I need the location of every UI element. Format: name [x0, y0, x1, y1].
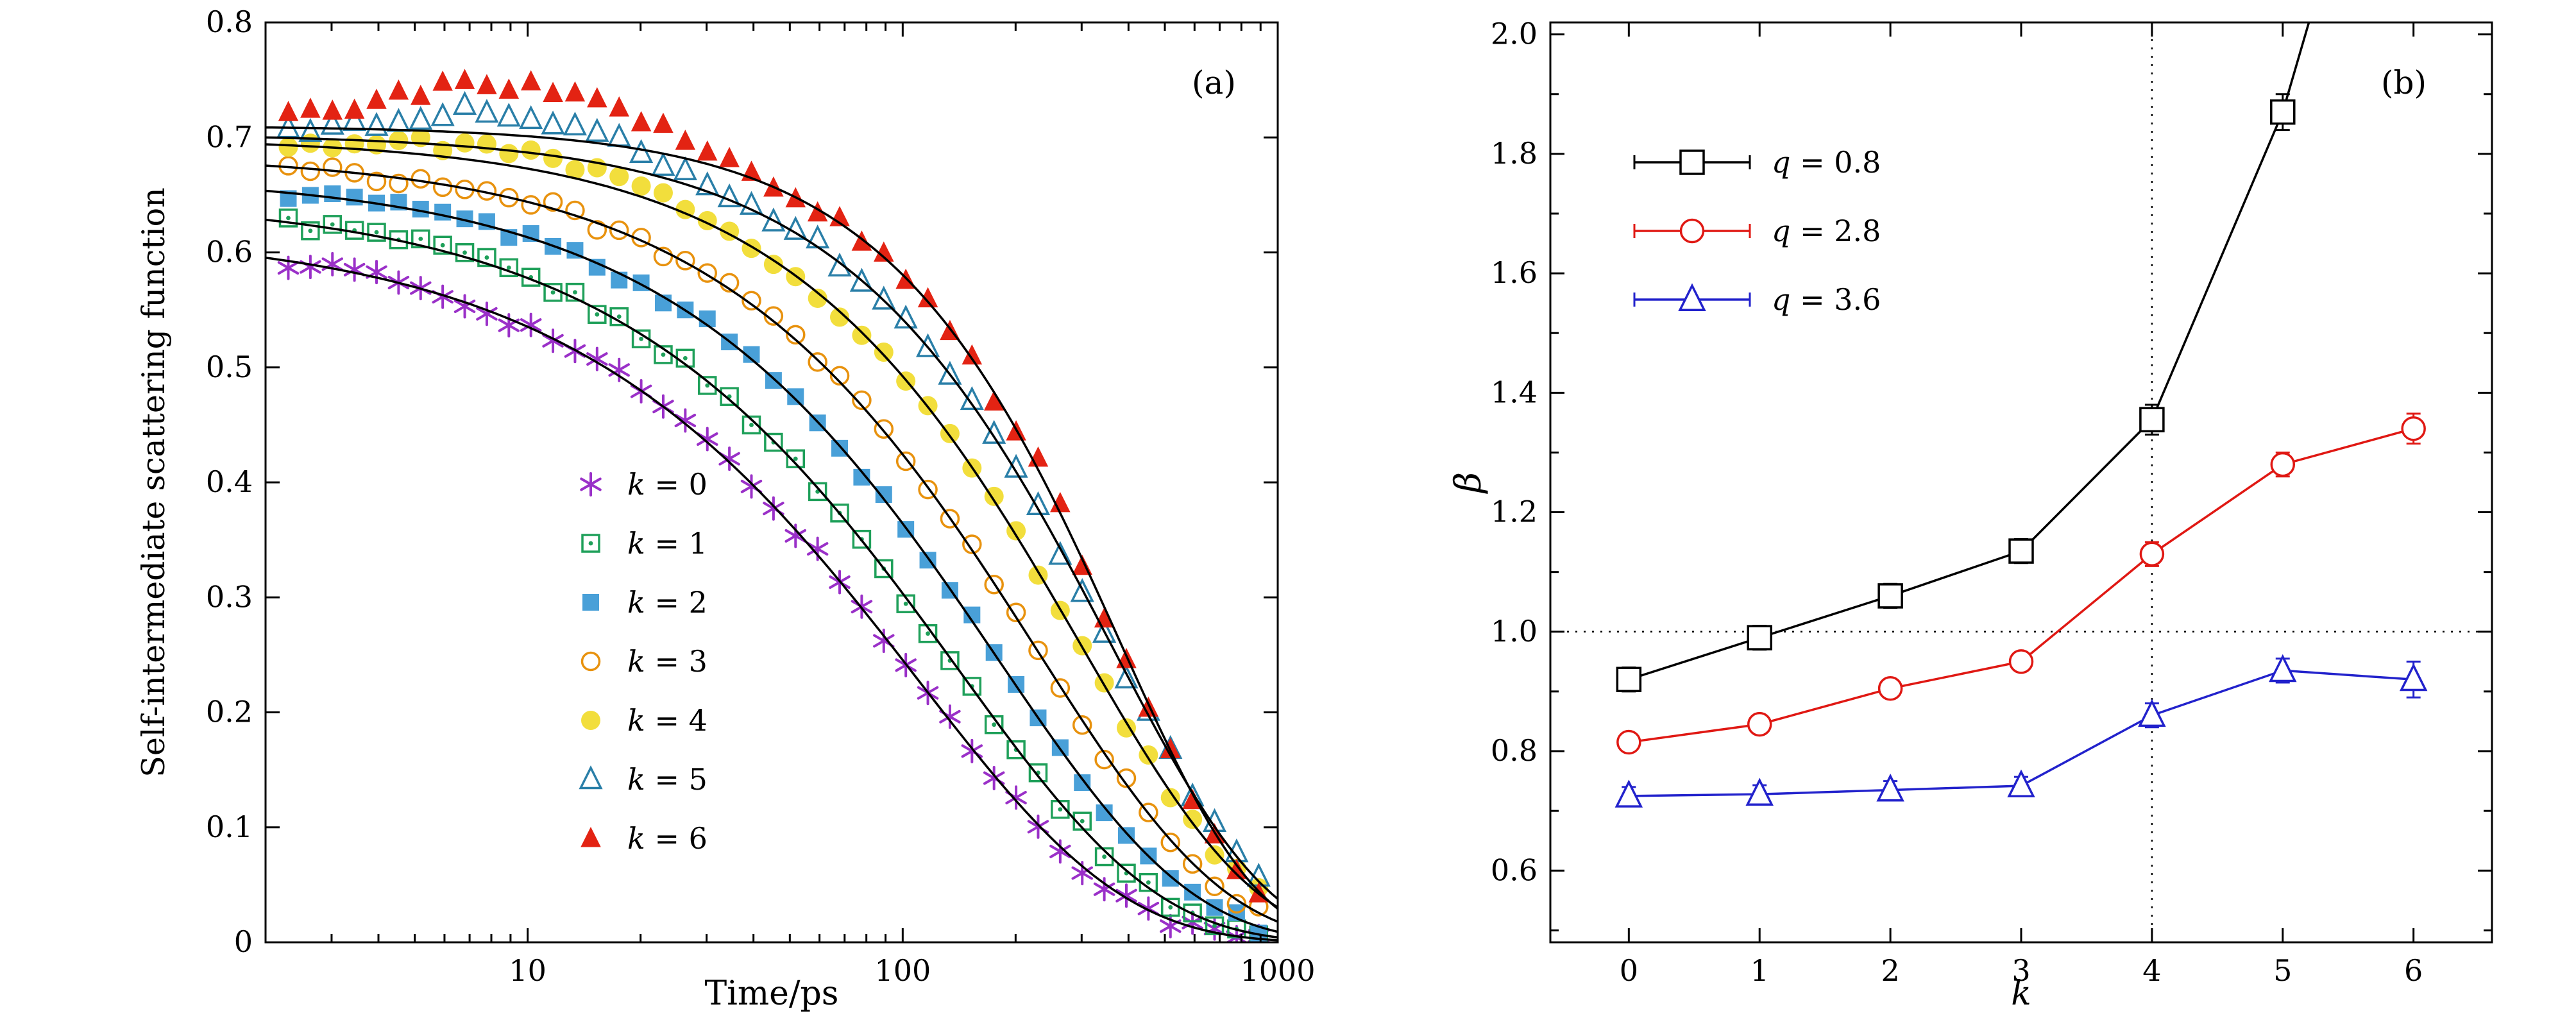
- svg-text:0.6: 0.6: [206, 235, 253, 269]
- legend-item-k=2: k = 2: [582, 585, 708, 620]
- panel-a-legend: k = 0 k = 1 k = 2 k = 3 k = 4 k = 5 k = 6: [579, 467, 708, 856]
- panel-b-legend: q = 0.8 q = 2.8 q = 3.6: [1633, 145, 1881, 317]
- panel-a-label: (a): [1192, 64, 1236, 101]
- legend-item-k=4: k = 4: [581, 703, 708, 738]
- svg-text:0.6: 0.6: [1491, 853, 1538, 887]
- legend-item-k=6: k = 6: [580, 821, 708, 856]
- svg-text:0.1: 0.1: [206, 810, 253, 844]
- panel-a-markers: [276, 69, 1271, 942]
- svg-text:1.2: 1.2: [1491, 495, 1538, 529]
- svg-text:1: 1: [1750, 953, 1769, 988]
- panel-b-ylabel: β: [1448, 472, 1489, 494]
- svg-text:1.4: 1.4: [1491, 375, 1538, 409]
- panel-a-ylabel: Self-intermediate scattering function: [135, 187, 172, 777]
- svg-text:1.8: 1.8: [1491, 136, 1538, 171]
- panel-b-plot: 0 1 2 3 4 5 60.60.81.01.21.41.61.82.0q = 0.8q …: [1491, 17, 2493, 988]
- svg-text:0: 0: [1620, 953, 1638, 988]
- panel-a-xlabel: Time/ps: [705, 974, 839, 1013]
- svg-text:100: 100: [874, 953, 931, 988]
- svg-text:4: 4: [2142, 953, 2161, 988]
- svg-text:6: 6: [2404, 953, 2423, 988]
- svg-text:k = 3: k = 3: [627, 644, 708, 679]
- svg-text:0.8: 0.8: [206, 4, 253, 39]
- legend-item-q=3.6: q = 3.6: [1633, 282, 1881, 317]
- legend-item-k=3: k = 3: [580, 644, 708, 679]
- svg-text:k = 6: k = 6: [627, 821, 708, 856]
- legend-item-q=0.8: q = 0.8: [1633, 145, 1881, 180]
- svg-text:5: 5: [2273, 953, 2292, 988]
- svg-text:0.8: 0.8: [1491, 733, 1538, 768]
- svg-text:k = 5: k = 5: [627, 762, 708, 797]
- series-k=2: [280, 185, 1267, 942]
- panel-b-reference-lines: [1550, 22, 2492, 942]
- legend-item-k=5: k = 5: [579, 762, 708, 797]
- panel-b-tick-labels: 0 1 2 3 4 5 6 0.6 0.8 1.0 1.2 1.4 1.6 1.8 2.0: [1491, 17, 2423, 988]
- panel-a-tick-labels: 10 100 1000 0 0.1 0.2 0.3 0.4 0.5 0.6 0.7 0.8: [206, 4, 1316, 988]
- svg-text:0: 0: [234, 924, 253, 959]
- series-q=3.6: [1614, 654, 2428, 808]
- svg-text:q = 0.8: q = 0.8: [1772, 145, 1881, 180]
- svg-text:0.5: 0.5: [206, 350, 253, 384]
- panel-b-axes: [1549, 21, 2493, 944]
- series-k=3: [278, 156, 1269, 917]
- panel-b-xlabel: k: [2011, 974, 2031, 1013]
- svg-text:q = 2.8: q = 2.8: [1772, 214, 1881, 248]
- legend-item-k=0: k = 0: [580, 467, 708, 502]
- svg-text:1.0: 1.0: [1491, 614, 1538, 649]
- svg-text:k = 4: k = 4: [627, 703, 708, 738]
- panel-a-fit-curves: [266, 126, 1278, 942]
- series-k=0: [277, 251, 1270, 942]
- panel-a-axes: [264, 21, 1279, 944]
- svg-text:10: 10: [509, 953, 547, 988]
- svg-text:k = 2: k = 2: [627, 585, 708, 620]
- svg-text:0.3: 0.3: [206, 579, 253, 614]
- svg-text:1.6: 1.6: [1491, 255, 1538, 290]
- svg-text:2: 2: [1881, 953, 1899, 988]
- svg-text:k = 0: k = 0: [627, 467, 708, 502]
- svg-text:q = 3.6: q = 3.6: [1772, 282, 1881, 317]
- svg-text:0.4: 0.4: [206, 464, 253, 499]
- svg-text:2.0: 2.0: [1491, 17, 1538, 51]
- svg-text:0.7: 0.7: [206, 119, 253, 154]
- svg-text:0.2: 0.2: [206, 695, 253, 729]
- panel-b-label: (b): [2381, 64, 2427, 101]
- svg-text:1000: 1000: [1240, 953, 1315, 988]
- legend-item-k=1: k = 1: [581, 526, 708, 561]
- series-q=0.8: [1616, 22, 2310, 693]
- series-q=2.8: [1616, 412, 2426, 755]
- svg-text:k = 1: k = 1: [627, 526, 708, 561]
- legend-item-q=2.8: q = 2.8: [1633, 214, 1881, 248]
- svg-text:3: 3: [2012, 953, 2030, 988]
